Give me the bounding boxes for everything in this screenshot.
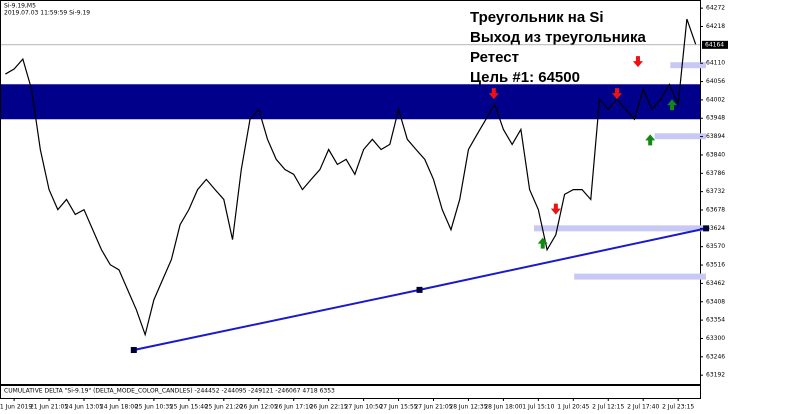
- y-tick-label: 63894: [706, 133, 725, 140]
- y-tick-label: 63300: [706, 335, 725, 342]
- trendline-anchor: [703, 225, 710, 232]
- x-tick-label: 27 Jun 21:05: [414, 404, 452, 411]
- x-tick-label: 25 Jun 21:20: [205, 404, 243, 411]
- x-tick-label: 2 Jul 17:40: [627, 404, 659, 411]
- x-tick-label: 24 Jun 13:05: [65, 404, 103, 411]
- x-tick-label: 26 Jun 22:15: [310, 404, 348, 411]
- level: [574, 273, 706, 280]
- x-tick-label: 25 Jun 10:35: [135, 404, 173, 411]
- buy-arrow: [645, 134, 656, 146]
- y-tick-label: 63516: [706, 262, 725, 269]
- x-tick-label: 27 Jun 15:55: [379, 404, 417, 411]
- y-tick-label: 63732: [706, 188, 725, 195]
- indicator-frame: [0, 385, 701, 399]
- y-tick-label: 63570: [706, 243, 725, 250]
- x-tick-label: 26 Jun 12:05: [240, 404, 278, 411]
- y-tick-label: 63408: [706, 298, 725, 305]
- zone: [1, 84, 700, 120]
- layers: [1, 62, 706, 280]
- sell-arrow: [611, 88, 622, 100]
- x-tick-label: 2 Jul 12:15: [592, 404, 624, 411]
- x-tick-label: 21 Jun 21:05: [30, 404, 68, 411]
- x-tick-label: 1 Jul 15:10: [522, 404, 554, 411]
- annotation: Треугольник на Si: [470, 9, 604, 26]
- y-tick-label: 63246: [706, 353, 725, 360]
- y-tick-label: 64272: [706, 5, 725, 12]
- y-tick-label: 64110: [706, 60, 725, 67]
- level: [654, 133, 706, 140]
- y-tick-label: 63624: [706, 225, 725, 232]
- last-price-box: [702, 40, 728, 49]
- level: [533, 225, 706, 232]
- sell-arrow: [550, 203, 561, 215]
- annotation: Ретест: [470, 49, 519, 66]
- x-tick-label: 25 Jun 15:40: [170, 404, 208, 411]
- symbol: Si-9.19,M5: [4, 3, 36, 10]
- y-tick-label: 64056: [706, 78, 725, 85]
- x-tick-label: 2 Jul 23:15: [662, 404, 694, 411]
- y-tick-label: 63786: [706, 170, 725, 177]
- level: [670, 62, 706, 69]
- y-tick-label: 63354: [706, 317, 725, 324]
- x-tick-label: 24 Jun 18:00: [100, 404, 138, 411]
- price-line: [5, 18, 697, 337]
- y-tick-label: 63948: [706, 115, 725, 122]
- annotation: Цель #1: 64500: [470, 69, 580, 86]
- x-tick-label: 27 Jun 10:50: [345, 404, 383, 411]
- y-tick-label: 63678: [706, 207, 725, 214]
- plot-frame: [0, 0, 701, 385]
- buy-arrow: [667, 99, 678, 111]
- trendline-anchor: [416, 286, 423, 293]
- x-tick-label: 21 Jun 2019: [0, 404, 32, 411]
- y-tick-label: 63840: [706, 151, 725, 158]
- y-tick-label: 63192: [706, 372, 725, 379]
- timestamp: 2019.07.03 11:59:59 Si-9.19: [4, 10, 90, 17]
- last-price-label: 64164: [705, 41, 724, 48]
- sell-arrow: [632, 56, 643, 68]
- sell-arrow: [488, 88, 499, 100]
- annotation: Выход из треугольника: [470, 29, 646, 46]
- y-tick-label: 64002: [706, 96, 725, 103]
- x-tick-label: 26 Jun 17:10: [275, 404, 313, 411]
- y-tick-label: 64218: [706, 23, 725, 30]
- y-tick-label: 63462: [706, 280, 725, 287]
- buy-arrow: [537, 237, 548, 249]
- indicator-label: CUMULATIVE DELTA "Si-9.19" (DELTA_MODE_C…: [4, 388, 335, 395]
- x-tick-label: 28 Jun 18:00: [484, 404, 522, 411]
- x-tick-label: 1 Jul 20:45: [557, 404, 589, 411]
- x-tick-label: 28 Jun 12:35: [449, 404, 487, 411]
- trendline-anchor: [130, 347, 137, 354]
